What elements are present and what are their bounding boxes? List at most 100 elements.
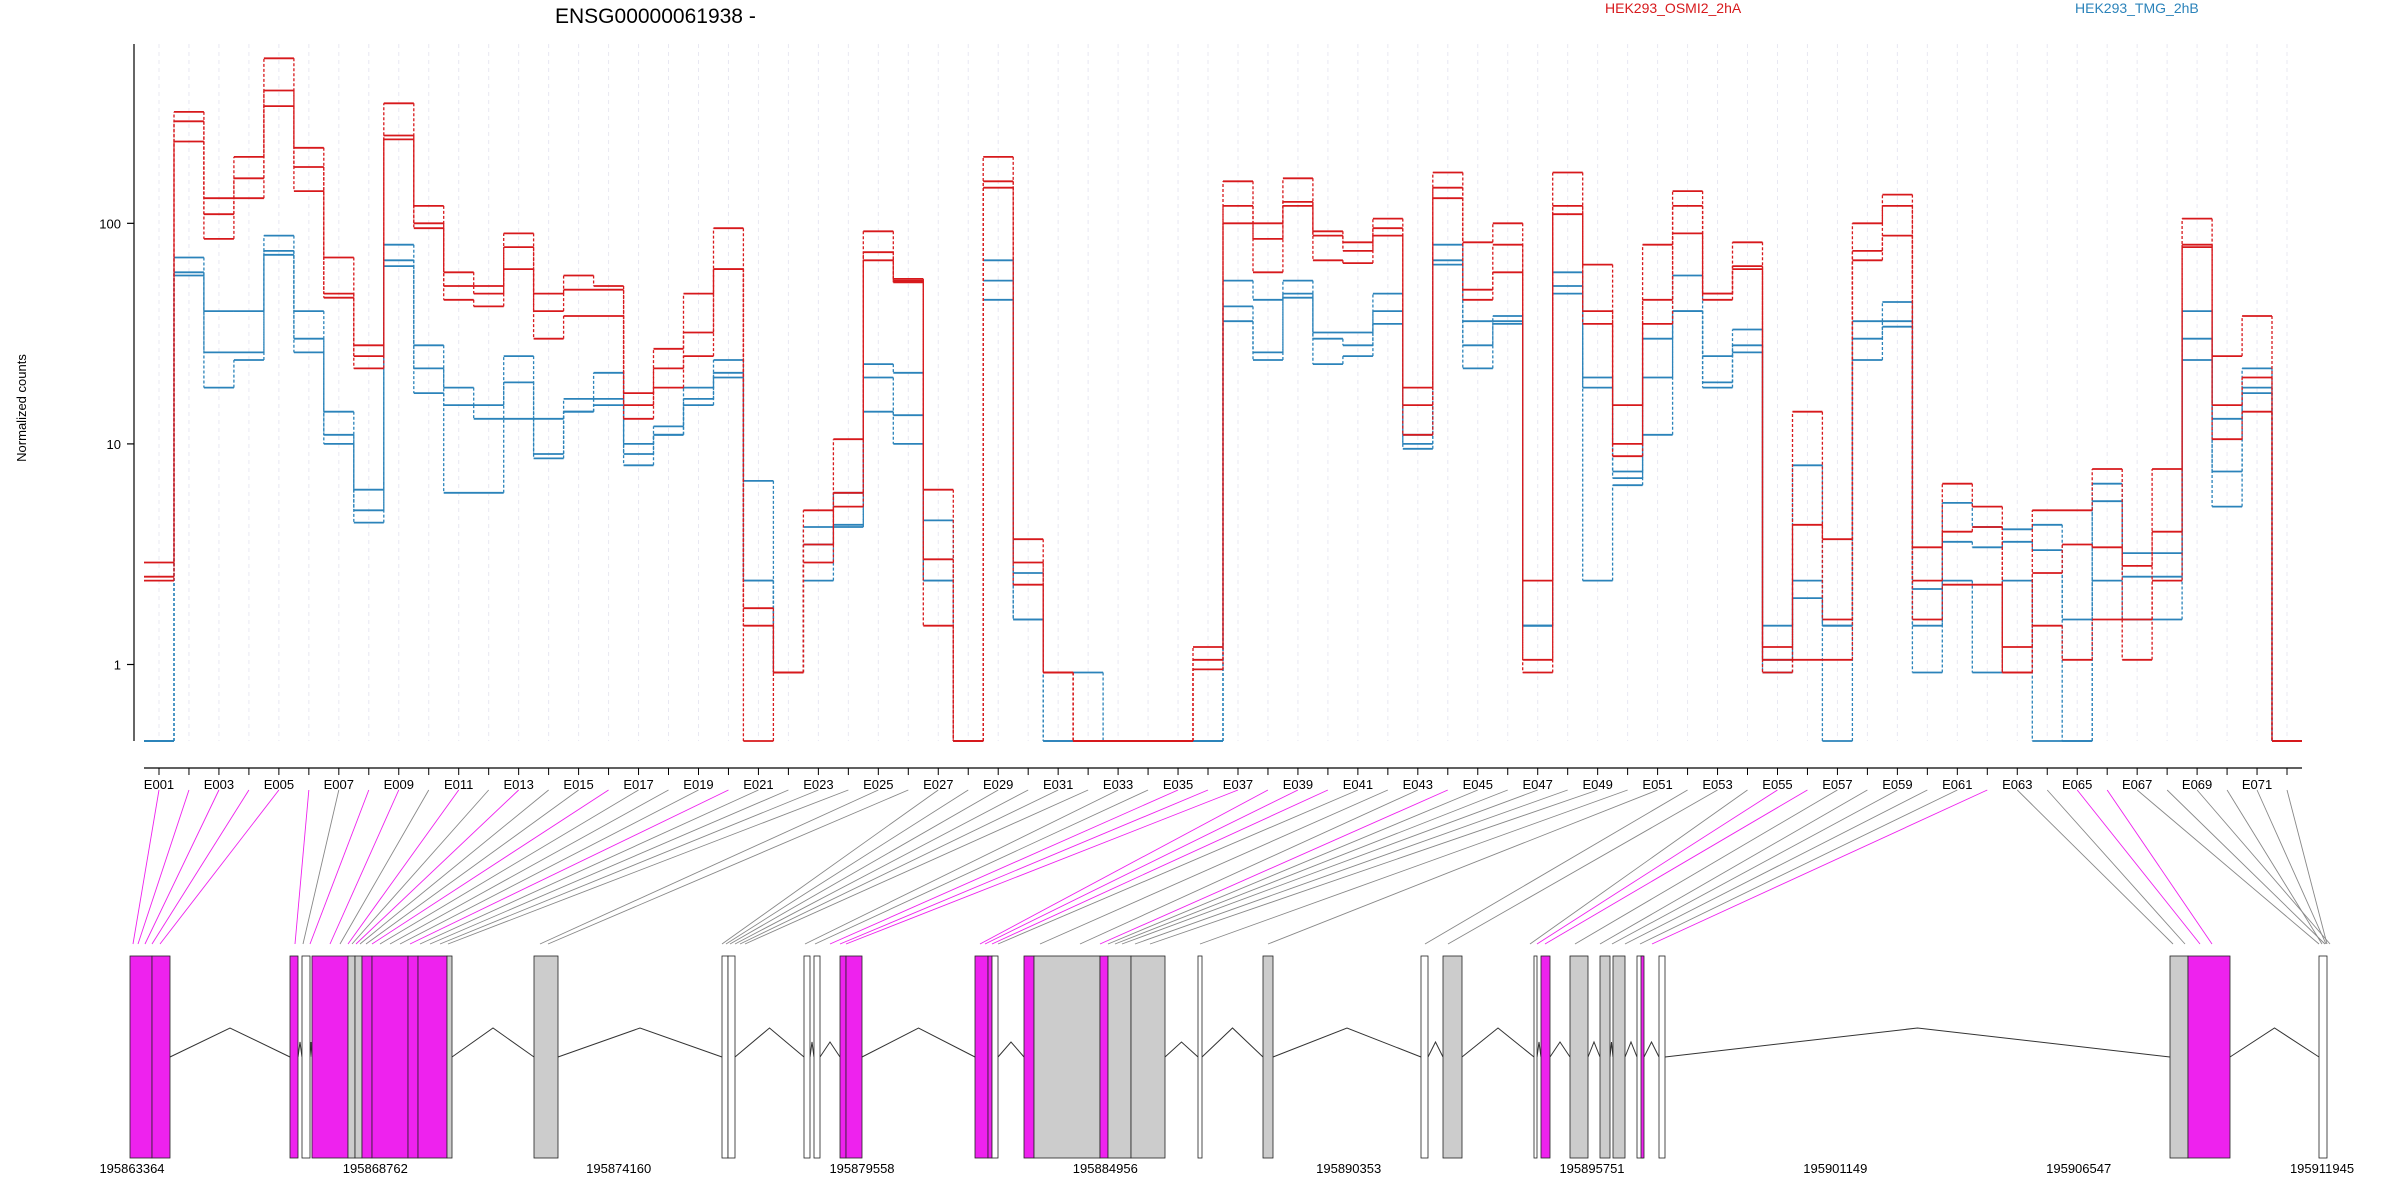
exon-connector — [1121, 789, 1538, 945]
exon-connector — [1639, 789, 1958, 945]
x-axis-ticks: E001 E003 E005 E007 E009 E011 E013 E015 E017 E019… — [144, 768, 2288, 792]
exon-connector — [1447, 789, 1718, 945]
exon-box — [1599, 955, 1611, 1159]
exon-connector — [365, 789, 579, 945]
exon-box — [407, 955, 419, 1159]
exon-connector — [1107, 789, 1478, 945]
exon-connector — [814, 789, 1149, 945]
intron-line — [1587, 1040, 1601, 1058]
x-tick-label: E053 — [1702, 777, 1732, 792]
exon-box — [417, 955, 448, 1159]
x-tick-label: E011 — [444, 777, 473, 792]
exon-connector — [1149, 789, 1598, 945]
x-tick-label: E017 — [623, 777, 653, 792]
x-tick-label: E001 — [144, 777, 174, 792]
exon-connector — [804, 789, 1119, 945]
exon-connector — [132, 789, 160, 945]
exon-box — [1420, 955, 1429, 1159]
x-tick-label: E055 — [1762, 777, 1792, 792]
intron-line — [297, 1041, 303, 1058]
exon-box — [1612, 955, 1626, 1159]
intron-line — [1643, 1040, 1660, 1058]
x-tick-label: E045 — [1463, 777, 1493, 792]
x-tick-label: E069 — [2182, 777, 2212, 792]
y-tick-label: 1 — [114, 658, 121, 673]
exon-box — [371, 955, 409, 1159]
genomic-coordinate-label: 195868762 — [343, 1161, 408, 1176]
exon-box — [2318, 955, 2328, 1159]
exon-connector — [439, 789, 819, 945]
exon-connector — [302, 789, 340, 945]
exon-connector — [447, 789, 849, 945]
x-tick-label: E021 — [743, 777, 773, 792]
exon-box — [1023, 955, 1035, 1159]
exon-box — [1658, 955, 1666, 1159]
exon-connector — [2016, 789, 2174, 945]
exon-box — [446, 955, 453, 1159]
exon-connector — [144, 789, 220, 945]
exon-connector — [1611, 789, 1898, 945]
x-tick-label: E027 — [923, 777, 953, 792]
exon-box — [1640, 955, 1645, 1159]
genomic-coordinate-label: 195879558 — [829, 1161, 894, 1176]
exon-box — [727, 955, 736, 1159]
intron-lines — [169, 1027, 2320, 1058]
exon-connector — [739, 789, 1059, 945]
exon-connector — [2166, 789, 2326, 945]
exon-box — [347, 955, 356, 1159]
intron-line — [1427, 1040, 1444, 1058]
x-tick-label: E063 — [2002, 777, 2032, 792]
exon-connector — [1099, 789, 1448, 945]
exon-connector — [351, 789, 490, 945]
exon-box — [1107, 955, 1132, 1159]
exon-connector — [429, 789, 789, 945]
exon-connector — [539, 789, 879, 945]
exon-box — [129, 955, 153, 1159]
x-tick-label: E025 — [863, 777, 893, 792]
intron-line — [734, 1027, 805, 1058]
x-tick-label: E043 — [1403, 777, 1433, 792]
exon-connector — [1199, 789, 1628, 945]
exon-connector — [725, 789, 969, 945]
x-tick-label: E023 — [803, 777, 833, 792]
exon-connector — [997, 789, 1359, 945]
exon-box — [803, 955, 811, 1159]
exon-connector — [347, 789, 460, 945]
exon-connector — [151, 789, 250, 945]
exon-connector — [389, 789, 669, 945]
exon-connector — [547, 789, 909, 945]
exon-connector — [355, 789, 519, 945]
exon-connector — [1624, 789, 1928, 945]
exon-box — [1442, 955, 1463, 1159]
exon-connector — [1039, 789, 1389, 945]
x-tick-label: E005 — [264, 777, 294, 792]
intron-line — [1536, 1041, 1542, 1058]
x-tick-label: E061 — [1942, 777, 1972, 792]
genomic-coordinate-label: 195863364 — [99, 1161, 164, 1176]
y-tick-label: 100 — [99, 216, 121, 231]
genomic-coordinate-label: 195874160 — [586, 1161, 651, 1176]
exon-box — [721, 955, 729, 1159]
intron-line — [997, 1041, 1025, 1058]
genomic-coordinate-label: 195911945 — [2290, 1161, 2354, 1176]
exon-connector — [2106, 789, 2213, 945]
x-tick-label: E051 — [1642, 777, 1672, 792]
x-tick-label: E059 — [1882, 777, 1912, 792]
x-tick-label: E035 — [1163, 777, 1193, 792]
legend-label-treatment-a: HEK293_OSMI2_2hA — [1605, 0, 1742, 16]
exon-connector — [984, 789, 1299, 945]
x-tick-label: E057 — [1822, 777, 1852, 792]
exon-connector — [294, 789, 310, 945]
exon-box — [533, 955, 559, 1159]
exon-connector — [2046, 789, 2186, 945]
exon-box — [311, 955, 349, 1159]
exon-box — [1033, 955, 1101, 1159]
exon-connector — [159, 789, 280, 945]
exon-connector — [1651, 789, 1988, 945]
exon-box — [991, 955, 999, 1159]
exon-box — [813, 955, 821, 1159]
exon-box — [301, 955, 311, 1159]
